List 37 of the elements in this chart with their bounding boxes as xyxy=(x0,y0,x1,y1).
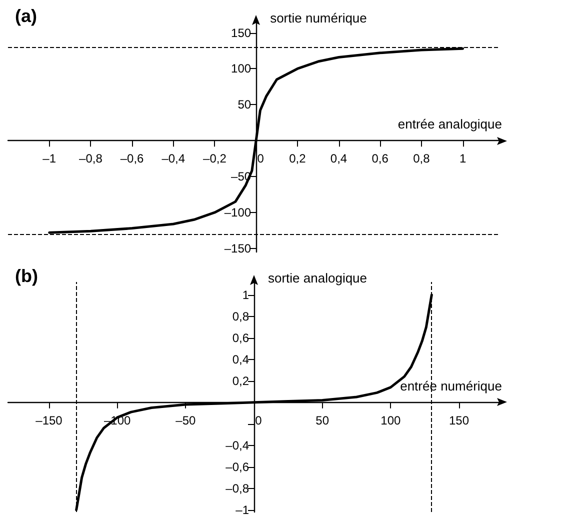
x-tick-label: 0,2 xyxy=(289,152,306,166)
chart-title: (a) xyxy=(15,6,38,26)
x-tick-label: 0,8 xyxy=(413,152,430,166)
x-tick-label: 150 xyxy=(448,413,470,428)
x-tick-label: 0 xyxy=(255,413,262,428)
x-axis-title: entrée numérique xyxy=(400,378,502,394)
y-tick-label: –100 xyxy=(224,205,252,220)
x-axis-title: entrée analogique xyxy=(398,116,502,132)
x-tick-label: 0,6 xyxy=(372,152,389,166)
x-tick-label: 1 xyxy=(459,152,466,166)
y-tick-label: 150 xyxy=(231,26,252,40)
x-tick-label: –150 xyxy=(36,413,63,428)
x-tick-label: –0,4 xyxy=(162,152,186,166)
y-tick-label: 0,2 xyxy=(232,374,250,388)
chart-title: (b) xyxy=(15,266,38,286)
y-tick-label: –0,6 xyxy=(226,460,250,474)
x-tick-label: –0,2 xyxy=(203,152,227,166)
y-tick-label: 0,4 xyxy=(232,352,250,366)
y-axis-title: sortie numérique xyxy=(270,10,367,26)
y-tick-label: –0,4 xyxy=(226,438,250,452)
x-tick-label: 0 xyxy=(257,152,264,166)
y-tick-label: 50 xyxy=(238,98,252,112)
x-tick-label: –0,6 xyxy=(120,152,144,166)
y-tick-label: –150 xyxy=(224,241,252,256)
x-tick-label: –1 xyxy=(42,152,56,166)
y-tick-label: 0,8 xyxy=(232,309,250,324)
x-tick-label: 100 xyxy=(380,413,401,428)
x-tick-label: 50 xyxy=(316,413,330,428)
y-tick-label: 100 xyxy=(231,62,252,76)
y-axis-title: sortie analogique xyxy=(268,270,368,286)
x-tick-label: 0,4 xyxy=(330,152,348,166)
y-tick-label: 0,6 xyxy=(232,330,250,345)
y-tick-label: –0,8 xyxy=(226,481,250,496)
y-tick-label: 1 xyxy=(242,288,250,302)
x-tick-label: –0,8 xyxy=(79,152,103,166)
x-tick-label: –50 xyxy=(176,413,196,428)
y-tick-label: –1 xyxy=(236,502,250,517)
